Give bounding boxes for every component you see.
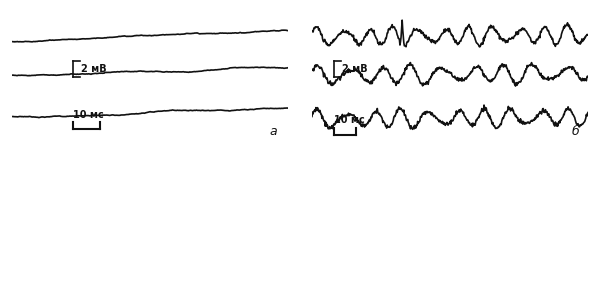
Text: а: а xyxy=(269,124,277,138)
Text: г: г xyxy=(580,269,586,279)
Text: б: б xyxy=(572,124,580,138)
Text: 2 мВ: 2 мВ xyxy=(81,64,107,74)
Text: 10 мс: 10 мс xyxy=(73,110,103,120)
Text: в: в xyxy=(279,269,286,279)
Text: 2 мВ: 2 мВ xyxy=(343,64,368,74)
Text: 100 мс: 100 мс xyxy=(197,148,235,158)
Text: 1 мВ: 1 мВ xyxy=(205,197,230,207)
Text: 10 мс: 10 мс xyxy=(334,115,365,125)
